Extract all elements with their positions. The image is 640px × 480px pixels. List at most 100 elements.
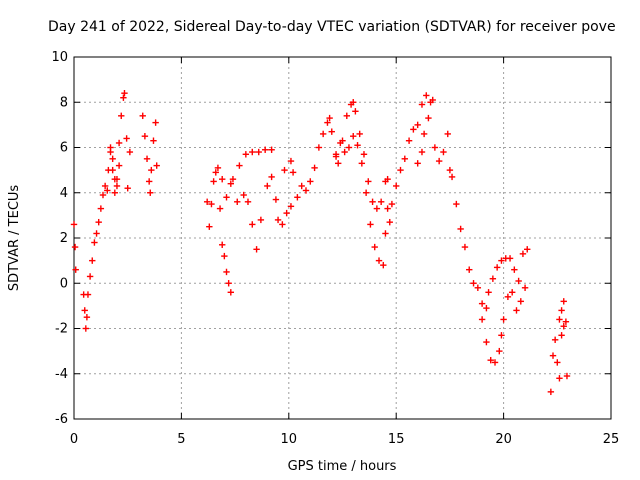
data-point — [145, 178, 153, 185]
data-point — [81, 307, 88, 314]
data-point — [97, 205, 105, 212]
y-tick-label: 0 — [60, 276, 68, 291]
data-point — [446, 166, 454, 174]
data-point — [115, 139, 123, 147]
data-point — [148, 166, 155, 174]
data-point — [483, 304, 490, 312]
data-point — [360, 151, 368, 158]
data-point — [478, 300, 486, 307]
data-point — [101, 182, 109, 190]
data-point — [384, 175, 391, 183]
data-point — [279, 221, 286, 228]
data-point — [253, 246, 260, 253]
data-point — [249, 148, 256, 156]
data-point — [315, 144, 323, 151]
data-point — [71, 243, 79, 251]
data-point — [244, 198, 252, 205]
data-point — [558, 307, 565, 314]
data-point — [84, 291, 92, 298]
data-point — [498, 257, 505, 264]
data-point — [397, 166, 404, 174]
data-point — [489, 275, 497, 282]
data-point — [365, 178, 372, 185]
data-point — [328, 128, 335, 135]
data-point — [153, 162, 160, 169]
data-point — [302, 187, 310, 194]
data-point — [554, 359, 561, 366]
data-point — [369, 198, 376, 205]
data-point — [563, 372, 571, 380]
x-tick-label: 0 — [70, 432, 78, 447]
data-point — [118, 112, 125, 120]
data-point — [493, 264, 501, 271]
data-point — [139, 112, 146, 120]
data-point — [143, 155, 151, 163]
data-point — [393, 182, 400, 190]
data-point — [89, 257, 96, 264]
data-point — [556, 316, 563, 323]
data-point — [418, 101, 426, 108]
x-tick-label: 25 — [603, 432, 620, 447]
data-point — [109, 155, 116, 163]
data-point — [511, 266, 518, 273]
data-point — [461, 243, 469, 251]
data-point — [104, 187, 111, 194]
data-point — [371, 243, 378, 251]
axis-ticks: 0 5 10 15 20 25 -6 -4 -2 0 2 4 6 8 10 — [51, 50, 619, 447]
data-point — [113, 182, 121, 190]
data-point — [500, 316, 507, 323]
data-point — [115, 162, 123, 169]
data-point — [496, 347, 503, 355]
x-tick-label: 15 — [388, 432, 405, 447]
data-point — [474, 284, 482, 291]
x-axis-label: GPS time / hours — [288, 459, 397, 474]
data-point — [249, 221, 256, 228]
data-point — [556, 375, 563, 382]
data-point — [414, 160, 421, 167]
data-point — [466, 266, 473, 273]
data-point — [264, 182, 271, 190]
data-point — [444, 130, 451, 138]
chart-title: Day 241 of 2022, Sidereal Day-to-day VTE… — [48, 19, 616, 35]
data-point — [287, 203, 295, 210]
data-point — [498, 332, 505, 339]
data-point — [311, 164, 318, 172]
data-point — [82, 325, 90, 332]
data-point — [414, 121, 421, 129]
data-point — [229, 175, 237, 183]
data-point — [350, 132, 357, 140]
data-point — [382, 230, 389, 237]
x-tick-label: 5 — [177, 432, 185, 447]
data-point — [332, 151, 340, 158]
data-point — [549, 352, 557, 359]
data-point — [343, 112, 350, 120]
data-point — [506, 255, 514, 262]
data-point — [274, 216, 282, 224]
data-point — [377, 198, 385, 205]
data-point — [214, 164, 222, 172]
data-point — [517, 298, 524, 305]
data-point — [478, 316, 486, 323]
y-tick-label: 10 — [51, 50, 68, 65]
data-point — [350, 99, 357, 106]
data-point — [99, 191, 107, 199]
data-point — [521, 284, 529, 291]
data-point — [307, 178, 314, 185]
y-tick-label: -2 — [55, 322, 68, 337]
data-point — [367, 221, 374, 228]
data-point — [356, 130, 363, 138]
data-point — [152, 119, 159, 126]
data-point — [242, 151, 250, 158]
data-point — [72, 266, 79, 273]
data-point — [86, 273, 94, 280]
data-point — [418, 148, 426, 156]
data-point — [508, 289, 516, 296]
data-point — [457, 225, 464, 233]
data-point — [440, 148, 447, 156]
data-point — [375, 257, 383, 264]
y-tick-label: 8 — [60, 95, 68, 110]
data-point — [219, 175, 226, 183]
data-point — [337, 139, 344, 147]
data-point — [255, 148, 262, 156]
